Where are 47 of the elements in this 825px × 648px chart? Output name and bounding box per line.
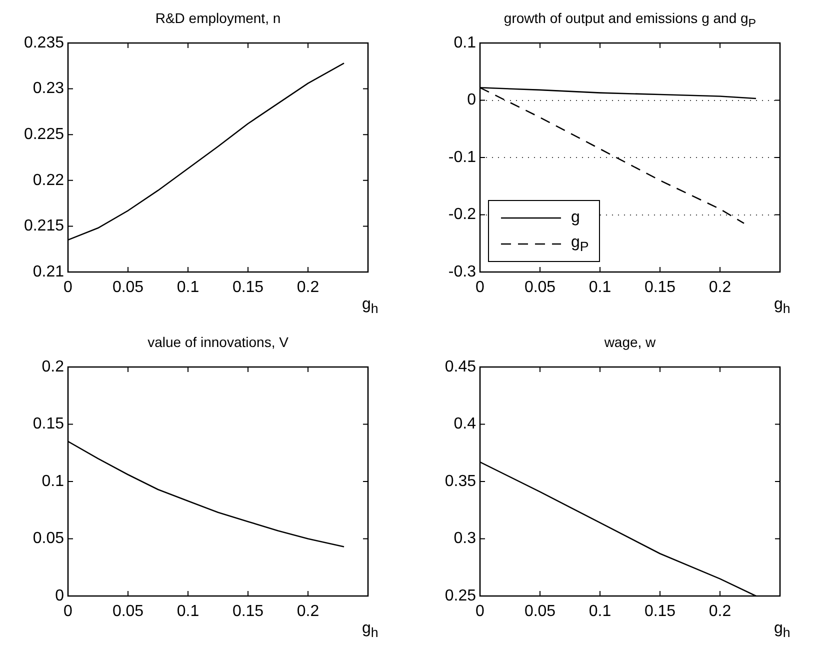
chart-title: growth of output and emissions g and g$_{P}$ (502, 10, 758, 30)
legend-label: g (571, 209, 580, 227)
x-tick-label: 0.2 (708, 603, 732, 620)
y-tick-label: 0.4 (454, 416, 476, 433)
x-tick-label: 0.1 (588, 603, 612, 620)
x-tick-label: 0.05 (112, 603, 144, 620)
y-tick-label: 0.05 (32, 530, 64, 548)
legend-label: g$_{P}$ (571, 234, 589, 254)
x-tick-label: 0.2 (296, 279, 320, 296)
x-tick-label: 0.15 (232, 603, 264, 620)
y-tick-label: 0.2 (42, 358, 64, 376)
y-tick-label: 0.1 (454, 34, 476, 52)
x-tick-label: 0.15 (232, 279, 264, 296)
y-tick-label: 0.25 (444, 587, 476, 604)
y-tick-label: 0.15 (32, 416, 64, 433)
y-tick-label: -0.2 (448, 206, 476, 224)
chart-title: R&D employment, n (154, 10, 282, 26)
x-tick-label: 0.2 (296, 603, 320, 620)
x-tick-label: 0.2 (708, 279, 732, 296)
y-tick-label: 0.22 (32, 172, 64, 189)
chart-title: value of innovations, V (146, 334, 290, 350)
y-tick-label: -0.3 (448, 263, 476, 280)
x-tick-label: 0.15 (644, 603, 676, 620)
y-tick-label: 0.45 (444, 358, 476, 376)
y-tick-label: -0.1 (448, 148, 476, 166)
x-axis-title: g$_{h}$ (774, 296, 790, 316)
y-tick-label: 0 (467, 92, 476, 109)
x-tick-label: 0.05 (524, 279, 556, 296)
y-tick-label: 0 (55, 587, 64, 604)
x-axis-title: g$_{h}$ (362, 296, 378, 316)
x-tick-label: 0.1 (588, 279, 612, 296)
y-tick-label: 0.3 (454, 530, 476, 548)
x-tick-label: 0.15 (644, 279, 676, 296)
x-axis-title: g$_{h}$ (362, 620, 378, 640)
x-axis-title: g$_{h}$ (774, 620, 790, 640)
y-tick-label: 0.225 (24, 126, 64, 144)
y-tick-label: 0.235 (24, 34, 64, 52)
chart-title: wage, w (603, 334, 657, 350)
y-tick-label: 0.23 (32, 80, 64, 98)
y-tick-label: 0.21 (32, 263, 64, 280)
y-tick-label: 0.35 (444, 472, 476, 490)
x-tick-label: 0.1 (176, 279, 200, 296)
x-tick-label: 0.05 (112, 279, 144, 296)
x-tick-label: 0.05 (524, 603, 556, 620)
y-tick-label: 0.1 (42, 472, 64, 490)
y-tick-label: 0.215 (24, 218, 64, 235)
x-tick-label: 0.1 (176, 603, 200, 620)
